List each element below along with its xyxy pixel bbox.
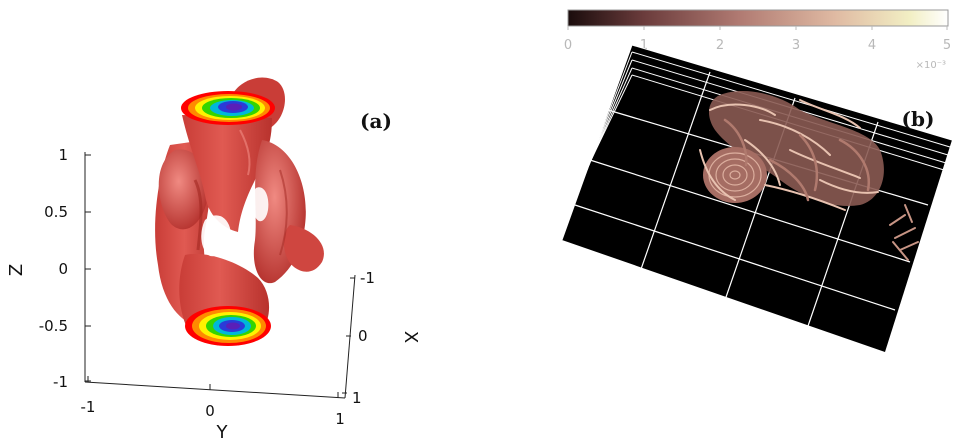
- colorbar-tick: 0: [564, 38, 572, 53]
- colorbar-tick: 1: [640, 38, 648, 53]
- x-axis-title: X: [400, 331, 421, 343]
- top-cap: [181, 91, 275, 125]
- z-tick-label: -0.5: [39, 317, 68, 335]
- bottom-cap: [185, 306, 271, 346]
- colorbar-tick: 4: [868, 38, 876, 53]
- z-tick-label: -1: [53, 373, 68, 391]
- panel-a: 1 0.5 0 -0.5 -1 Z -1 0 1 Y -1 0 1 X: [6, 77, 421, 441]
- z-tick-label: 0.5: [44, 203, 68, 221]
- box-bottom-face: [562, 45, 952, 352]
- colorbar-tick: 5: [943, 38, 951, 53]
- x-tick-label: -1: [360, 269, 375, 287]
- x-tick-label: 1: [352, 389, 362, 407]
- y-axis-title: Y: [216, 422, 229, 441]
- panel-b: 0 1 2 3 4 5 ×10⁻³: [561, 9, 953, 352]
- volume-box: [561, 44, 953, 352]
- y-tick-label: 1: [335, 410, 345, 428]
- y-tick-label: 0: [205, 402, 215, 420]
- colorbar-tick: 3: [792, 38, 800, 53]
- colorbar-tick: 2: [716, 38, 724, 53]
- z-tick-label: 1: [58, 146, 68, 164]
- panel-b-label: (b): [902, 107, 935, 131]
- vortex-structures: [699, 90, 919, 261]
- colorbar-exponent: ×10⁻³: [916, 60, 946, 71]
- axes-3d: [84, 152, 356, 399]
- z-tick-label: 0: [58, 260, 68, 278]
- x-tick-label: 0: [358, 327, 368, 345]
- z-axis-title: Z: [6, 264, 27, 276]
- panel-a-label: (a): [360, 109, 392, 133]
- y-tick-label: -1: [81, 398, 96, 416]
- colorbar: [567, 9, 949, 27]
